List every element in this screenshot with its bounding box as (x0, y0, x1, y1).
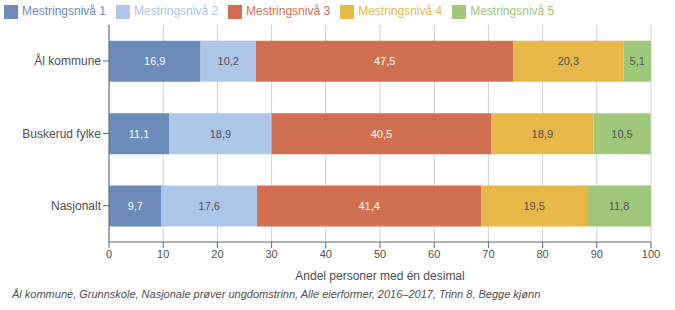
html-text:Mestringsnivå 1: Mestringsnivå 1 (22, 4, 106, 18)
svg-text:40: 40 (320, 248, 332, 260)
svg-text:10,2: 10,2 (218, 55, 239, 67)
svg-text:Buskerud fylke: Buskerud fylke (22, 127, 101, 141)
svg-text:17,6: 17,6 (199, 200, 220, 212)
html-text:Mestringsnivå 4: Mestringsnivå 4 (358, 4, 443, 18)
html-text:Mestringsnivå 3: Mestringsnivå 3 (246, 4, 331, 18)
svg-text:0: 0 (106, 248, 112, 260)
svg-text:9,7: 9,7 (128, 200, 143, 212)
svg-text:10,5: 10,5 (611, 128, 632, 140)
svg-text:18,9: 18,9 (210, 128, 231, 140)
svg-text:Nasjonalt: Nasjonalt (51, 199, 102, 213)
svg-text:30: 30 (265, 248, 277, 260)
html-text:Mestringsnivå 2: Mestringsnivå 2 (134, 4, 219, 18)
svg-text:11,8: 11,8 (609, 200, 630, 212)
svg-text:Andel personer med én desimal: Andel personer med én desimal (295, 269, 464, 283)
svg-text:50: 50 (374, 248, 386, 260)
svg-text:20,3: 20,3 (558, 55, 579, 67)
svg-text:Ål kommune: Ål kommune (34, 53, 101, 68)
svg-text:10: 10 (157, 248, 169, 260)
svg-text:80: 80 (536, 248, 548, 260)
svg-text:19,5: 19,5 (523, 200, 544, 212)
html-text:Ål kommune, Grunnskole, Nasjon: Ål kommune, Grunnskole, Nasjonale prøver… (12, 288, 541, 300)
svg-text:18,9: 18,9 (532, 128, 553, 140)
svg-text:70: 70 (482, 248, 494, 260)
svg-text:5,1: 5,1 (630, 55, 645, 67)
svg-text:60: 60 (428, 248, 440, 260)
svg-text:11,1: 11,1 (129, 128, 150, 140)
svg-text:40,5: 40,5 (371, 128, 392, 140)
svg-text:100: 100 (642, 248, 660, 260)
svg-text:41,4: 41,4 (358, 200, 379, 212)
svg-text:16,9: 16,9 (144, 55, 165, 67)
svg-text:20: 20 (211, 248, 223, 260)
svg-text:90: 90 (591, 248, 603, 260)
svg-text:47,5: 47,5 (374, 55, 395, 67)
html-text:Mestringsnivå 5: Mestringsnivå 5 (470, 4, 555, 18)
